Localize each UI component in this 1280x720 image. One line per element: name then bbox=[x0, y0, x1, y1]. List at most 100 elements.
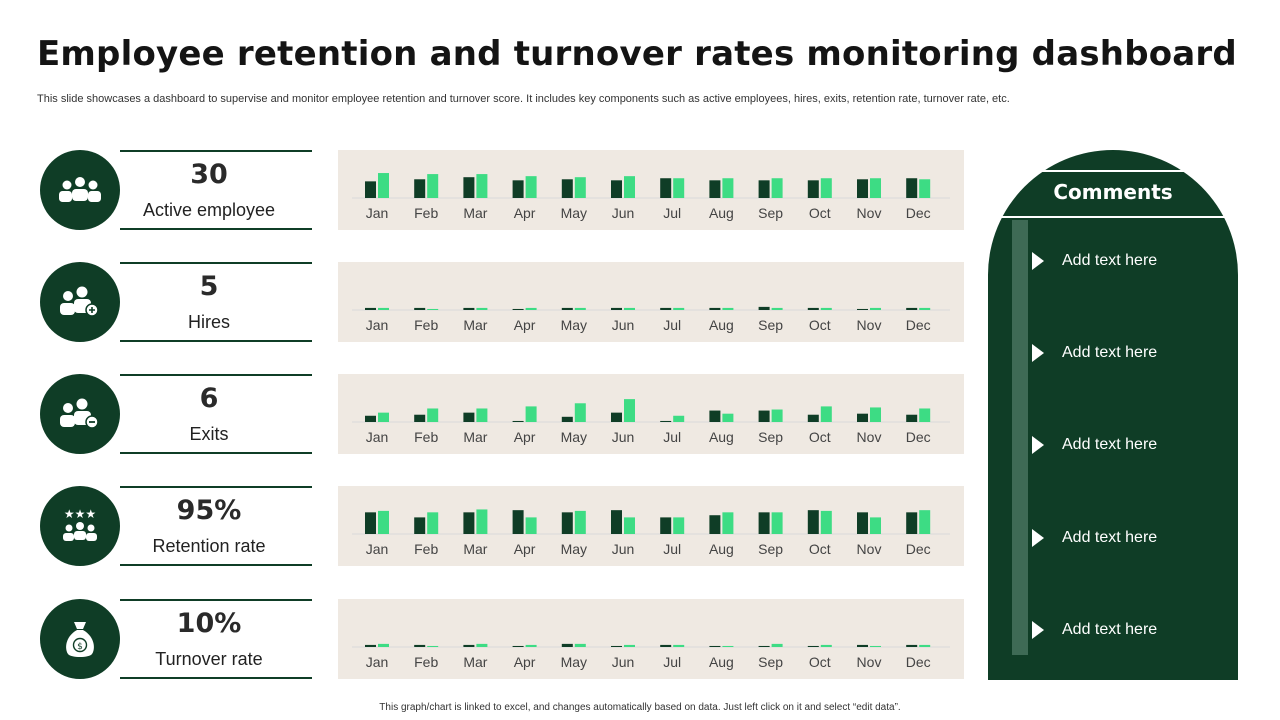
bar-apr-series-2 bbox=[525, 406, 537, 422]
divider bbox=[120, 564, 312, 566]
tick-label-apr: Apr bbox=[514, 205, 536, 221]
bar-nov-series-1 bbox=[857, 512, 868, 534]
tick-label-apr: Apr bbox=[514, 541, 536, 557]
bar-chart-hires: Jan Feb Mar Apr May Jun Jul Aug Sep Oct Nov Dec bbox=[352, 306, 950, 333]
divider bbox=[1001, 216, 1225, 218]
comment-item[interactable]: Add text here bbox=[1032, 250, 1157, 272]
tick-label-nov: Nov bbox=[857, 317, 882, 333]
bar-dec-series-1 bbox=[906, 178, 918, 198]
bar-nov-series-1 bbox=[857, 413, 868, 422]
tick-label-oct: Oct bbox=[809, 317, 831, 333]
divider bbox=[120, 340, 312, 342]
bar-chart-exits: Jan Feb Mar Apr May Jun Jul Aug Sep Oct Nov Dec bbox=[352, 399, 950, 445]
divider bbox=[120, 150, 312, 152]
bar-nov-series-2 bbox=[870, 407, 881, 422]
kpi-retention-rate: ★★★ 95% Retention rate bbox=[40, 486, 312, 566]
bar-may-series-1 bbox=[561, 643, 573, 647]
tick-label-feb: Feb bbox=[414, 317, 438, 333]
chart-panel-turnover-rate: Jan Feb Mar Apr May Jun Jul Aug Sep Oct Nov Dec bbox=[338, 599, 964, 679]
bar-dec-series-2 bbox=[919, 510, 931, 534]
tick-label-aug: Aug bbox=[709, 317, 734, 333]
bar-nov-series-1 bbox=[857, 308, 868, 310]
bar-apr-series-1 bbox=[512, 645, 524, 647]
tick-label-sep: Sep bbox=[758, 317, 783, 333]
bar-feb-series-2 bbox=[427, 308, 439, 310]
bar-oct-series-1 bbox=[807, 645, 819, 647]
tick-label-jan: Jan bbox=[366, 541, 389, 557]
bar-may-series-2 bbox=[574, 177, 586, 198]
bar-sep-series-2 bbox=[771, 307, 783, 310]
bar-sep-series-1 bbox=[758, 180, 770, 198]
bar-dec-series-2 bbox=[919, 179, 931, 198]
bar-dec-series-1 bbox=[906, 414, 918, 422]
comment-item[interactable]: Add text here bbox=[1032, 619, 1157, 641]
bar-feb-series-1 bbox=[414, 644, 426, 647]
tick-label-jul: Jul bbox=[663, 317, 681, 333]
bar-jun-series-2 bbox=[624, 517, 635, 534]
tick-label-feb: Feb bbox=[414, 205, 438, 221]
comment-item[interactable]: Add text here bbox=[1032, 434, 1157, 456]
tick-label-jun: Jun bbox=[612, 654, 635, 670]
comment-item[interactable]: Add text here bbox=[1032, 342, 1157, 364]
kpi-exits: 6 Exits bbox=[40, 374, 312, 454]
bar-mar-series-2 bbox=[476, 174, 488, 198]
bar-jan-series-2 bbox=[378, 510, 389, 534]
bar-sep-series-1 bbox=[758, 306, 770, 310]
play-arrow-icon bbox=[1032, 252, 1044, 270]
bar-mar-series-2 bbox=[476, 408, 488, 422]
bar-aug-series-2 bbox=[722, 178, 734, 198]
tick-label-jul: Jul bbox=[663, 429, 681, 445]
tick-label-may: May bbox=[561, 654, 587, 670]
kpi-label: Turnover rate bbox=[155, 649, 263, 669]
bar-may-series-2 bbox=[574, 403, 586, 422]
tick-label-jun: Jun bbox=[612, 317, 635, 333]
bar-dec-series-1 bbox=[906, 644, 918, 647]
bar-oct-series-1 bbox=[807, 414, 819, 422]
bar-nov-series-2 bbox=[870, 517, 881, 534]
bar-sep-series-1 bbox=[758, 410, 770, 422]
tick-label-apr: Apr bbox=[514, 429, 536, 445]
tick-label-nov: Nov bbox=[857, 654, 882, 670]
tick-label-jan: Jan bbox=[366, 429, 389, 445]
bar-jun-series-1 bbox=[611, 645, 622, 647]
bar-sep-series-2 bbox=[771, 643, 783, 647]
bar-jul-series-2 bbox=[673, 644, 685, 647]
bar-aug-series-1 bbox=[709, 515, 721, 534]
bar-mar-series-1 bbox=[463, 512, 475, 534]
bar-oct-series-2 bbox=[820, 406, 832, 422]
bar-aug-series-1 bbox=[709, 645, 721, 647]
bar-feb-series-2 bbox=[427, 174, 439, 198]
page-title: Employee retention and turnover rates mo… bbox=[37, 34, 1237, 74]
bar-apr-series-2 bbox=[525, 176, 537, 198]
bar-sep-series-2 bbox=[771, 512, 783, 534]
kpi-label: Exits bbox=[189, 424, 229, 444]
tick-label-jan: Jan bbox=[366, 317, 389, 333]
play-arrow-icon bbox=[1032, 436, 1044, 454]
comment-text: Add text here bbox=[1062, 252, 1158, 269]
group-icon bbox=[40, 150, 120, 230]
divider bbox=[1001, 170, 1225, 172]
bar-nov-series-2 bbox=[870, 307, 881, 310]
tick-label-dec: Dec bbox=[906, 429, 931, 445]
bar-sep-series-1 bbox=[758, 645, 770, 647]
bar-chart-retention-rate: Jan Feb Mar Apr May Jun Jul Aug Sep Oct Nov Dec bbox=[352, 509, 950, 557]
comment-text: Add text here bbox=[1062, 529, 1158, 546]
comment-item[interactable]: Add text here bbox=[1032, 527, 1157, 549]
chart-panel-hires: Jan Feb Mar Apr May Jun Jul Aug Sep Oct Nov Dec bbox=[338, 262, 964, 342]
divider bbox=[120, 486, 312, 488]
tick-label-nov: Nov bbox=[857, 429, 882, 445]
tick-label-apr: Apr bbox=[514, 654, 536, 670]
kpi-value: 30 bbox=[190, 159, 228, 190]
tick-label-feb: Feb bbox=[414, 654, 438, 670]
bar-jan-series-1 bbox=[365, 512, 376, 534]
divider bbox=[120, 374, 312, 376]
divider bbox=[120, 599, 312, 601]
bar-mar-series-1 bbox=[463, 177, 475, 198]
kpi-value: 5 bbox=[199, 271, 219, 302]
kpi-turnover-rate: $ 10% Turnover rate bbox=[40, 599, 312, 679]
tick-label-sep: Sep bbox=[758, 205, 783, 221]
svg-text:★★★: ★★★ bbox=[64, 507, 96, 521]
tick-label-may: May bbox=[561, 541, 587, 557]
bar-jan-series-1 bbox=[365, 644, 376, 647]
bar-jan-series-1 bbox=[365, 415, 376, 422]
